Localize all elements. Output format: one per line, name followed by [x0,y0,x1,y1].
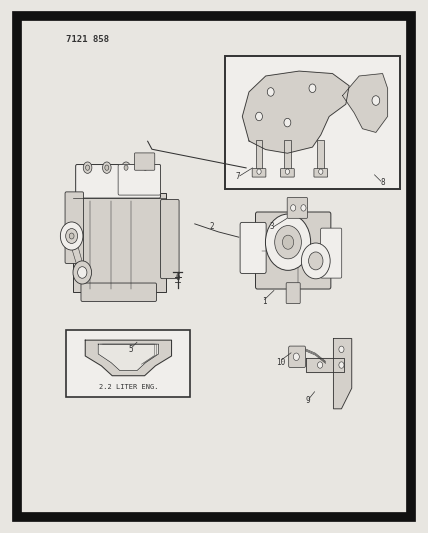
FancyBboxPatch shape [240,222,266,273]
Circle shape [256,112,262,120]
Circle shape [372,96,380,106]
Circle shape [309,84,316,93]
FancyBboxPatch shape [252,168,266,177]
Circle shape [69,233,74,239]
FancyBboxPatch shape [73,193,166,292]
Circle shape [339,362,344,368]
Circle shape [339,346,344,352]
Circle shape [291,205,296,211]
Circle shape [318,169,323,174]
Bar [225,56,400,189]
FancyBboxPatch shape [314,168,328,177]
FancyBboxPatch shape [76,165,160,198]
FancyBboxPatch shape [256,140,262,174]
Ellipse shape [86,165,89,171]
Ellipse shape [122,162,131,173]
Text: 7121 858: 7121 858 [66,36,109,44]
Text: 7: 7 [235,173,240,181]
Circle shape [265,214,311,270]
FancyBboxPatch shape [318,140,324,174]
Text: 1: 1 [262,297,267,305]
Circle shape [301,243,330,279]
Circle shape [275,225,301,259]
FancyBboxPatch shape [81,283,157,302]
Ellipse shape [83,162,92,173]
Circle shape [301,205,306,211]
Polygon shape [306,358,344,372]
FancyBboxPatch shape [288,346,306,367]
FancyBboxPatch shape [134,153,155,170]
FancyBboxPatch shape [160,199,179,279]
Text: 2: 2 [210,222,214,231]
Text: 2.2 LITER ENG.: 2.2 LITER ENG. [98,384,158,390]
Ellipse shape [105,165,109,171]
Polygon shape [342,74,387,132]
Ellipse shape [102,162,111,173]
Circle shape [285,169,289,174]
Circle shape [60,222,83,250]
Polygon shape [242,71,349,154]
Text: 10: 10 [276,358,285,367]
FancyBboxPatch shape [256,212,331,289]
Circle shape [309,252,323,270]
FancyBboxPatch shape [280,168,294,177]
Circle shape [293,353,299,360]
Text: 8: 8 [381,178,385,187]
Text: 5: 5 [128,345,133,353]
Ellipse shape [143,165,147,171]
FancyBboxPatch shape [286,282,300,304]
FancyBboxPatch shape [287,197,307,219]
Polygon shape [85,340,172,376]
Bar [66,330,190,397]
Circle shape [257,169,261,174]
Text: 3: 3 [270,222,274,231]
Polygon shape [98,344,159,370]
Text: 6: 6 [175,273,180,281]
Text: 9: 9 [306,397,310,405]
Polygon shape [333,338,352,409]
Circle shape [282,235,294,249]
FancyBboxPatch shape [284,140,291,174]
Ellipse shape [141,162,150,173]
Circle shape [73,261,92,284]
Circle shape [318,362,323,368]
Circle shape [65,229,77,244]
Circle shape [284,118,291,127]
FancyBboxPatch shape [118,165,160,195]
FancyBboxPatch shape [321,228,342,278]
FancyBboxPatch shape [65,192,83,263]
Circle shape [77,266,87,278]
Circle shape [267,87,274,96]
Ellipse shape [124,165,128,171]
